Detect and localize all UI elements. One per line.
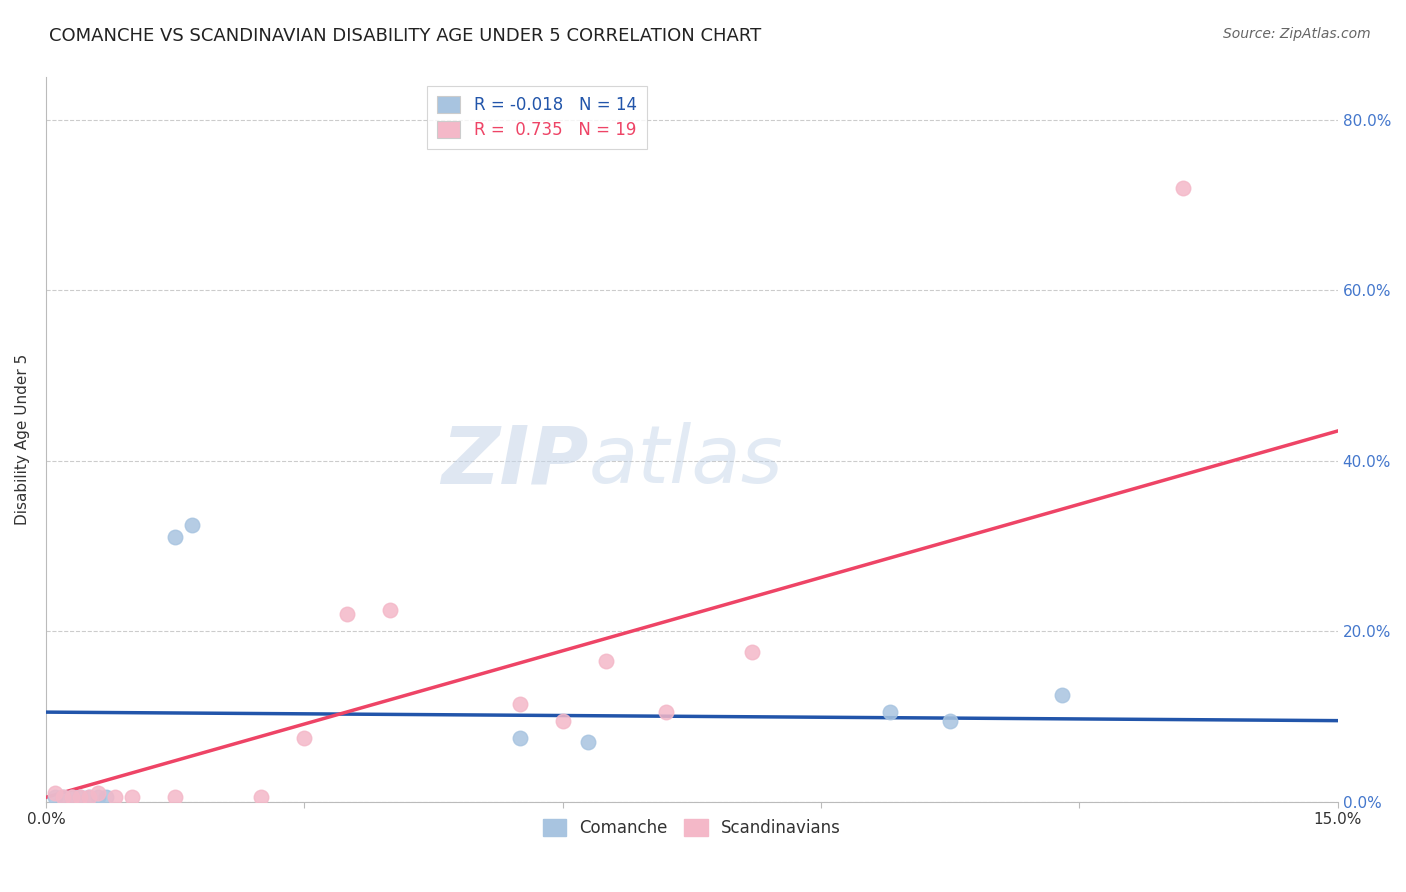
Point <box>77 790 100 805</box>
Text: ZIP: ZIP <box>441 422 589 500</box>
Point <box>380 603 402 617</box>
Point <box>551 714 574 728</box>
Point <box>52 790 75 805</box>
Point <box>250 790 273 805</box>
Text: COMANCHE VS SCANDINAVIAN DISABILITY AGE UNDER 5 CORRELATION CHART: COMANCHE VS SCANDINAVIAN DISABILITY AGE … <box>49 27 762 45</box>
Legend: Comanche, Scandinavians: Comanche, Scandinavians <box>536 813 848 844</box>
Point <box>1171 181 1194 195</box>
Text: atlas: atlas <box>589 422 783 500</box>
Point <box>165 531 187 545</box>
Point <box>181 517 204 532</box>
Point <box>121 790 143 805</box>
Point <box>44 790 66 805</box>
Point <box>104 790 127 805</box>
Point <box>69 790 91 805</box>
Point <box>69 790 91 805</box>
Text: Source: ZipAtlas.com: Source: ZipAtlas.com <box>1223 27 1371 41</box>
Point <box>336 607 359 622</box>
Point <box>77 790 100 805</box>
Point <box>292 731 315 745</box>
Point <box>509 697 531 711</box>
Point <box>44 786 66 800</box>
Point <box>86 786 108 800</box>
Point <box>60 790 83 805</box>
Point <box>1050 688 1073 702</box>
Point <box>578 735 600 749</box>
Point <box>86 790 108 805</box>
Point <box>595 654 617 668</box>
Point <box>741 645 763 659</box>
Point <box>96 790 118 805</box>
Point <box>939 714 962 728</box>
Point <box>60 790 83 805</box>
Point <box>165 790 187 805</box>
Point <box>655 705 678 719</box>
Y-axis label: Disability Age Under 5: Disability Age Under 5 <box>15 354 30 525</box>
Point <box>509 731 531 745</box>
Point <box>52 790 75 805</box>
Point <box>879 705 901 719</box>
